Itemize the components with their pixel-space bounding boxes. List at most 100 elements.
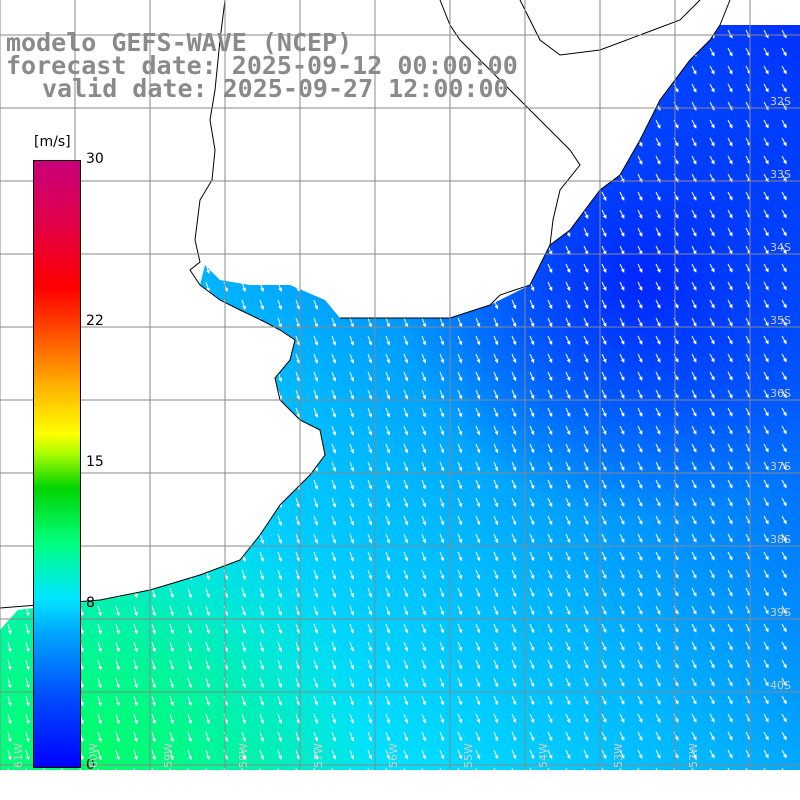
wind-arrow xyxy=(655,479,661,489)
wind-arrow xyxy=(367,227,373,238)
wind-arrow xyxy=(313,317,319,328)
wind-arrow xyxy=(763,371,769,381)
wind-arrow xyxy=(349,407,355,418)
wind-arrow xyxy=(403,101,409,112)
wind-arrow xyxy=(745,281,751,291)
wind-arrow xyxy=(367,191,373,202)
wind-arrow xyxy=(745,263,751,273)
wind-arrow xyxy=(781,245,787,255)
wind-arrow xyxy=(709,407,715,417)
wind-arrow xyxy=(529,83,535,94)
wind-arrow xyxy=(439,371,445,382)
wind-arrow xyxy=(529,461,535,472)
wind-arrow xyxy=(169,497,174,509)
wind-arrow xyxy=(97,479,102,491)
wind-arrow xyxy=(187,155,192,167)
wind-arrow xyxy=(259,623,264,634)
wind-arrow xyxy=(187,389,192,401)
wind-arrow xyxy=(475,353,481,364)
wind-arrow xyxy=(349,371,355,382)
wind-arrow xyxy=(421,29,427,40)
wind-arrow xyxy=(205,155,210,167)
wind-arrow xyxy=(781,281,787,291)
wind-arrow xyxy=(709,299,715,309)
wind-arrow xyxy=(619,353,625,363)
wind-arrow xyxy=(493,461,499,472)
wind-arrow xyxy=(763,623,769,633)
wind-arrow xyxy=(637,353,643,363)
latitude-label: 40S xyxy=(770,679,791,692)
wind-arrow xyxy=(43,119,48,131)
wind-arrow xyxy=(547,65,553,76)
wind-arrow xyxy=(655,245,661,255)
wind-arrow xyxy=(421,101,427,112)
wind-arrow xyxy=(205,281,210,293)
wind-arrow xyxy=(223,173,228,185)
wind-arrow xyxy=(187,137,192,149)
wind-arrow xyxy=(583,119,589,130)
wind-arrow xyxy=(115,515,120,527)
wind-arrow xyxy=(97,191,102,203)
wind-arrow xyxy=(745,389,751,399)
wind-arrow xyxy=(511,101,517,112)
wind-arrow xyxy=(7,569,12,581)
wind-arrow xyxy=(313,101,319,112)
wind-arrow xyxy=(259,371,264,382)
wind-arrow xyxy=(151,569,156,581)
wind-arrow xyxy=(313,209,319,220)
wind-arrow xyxy=(169,209,174,221)
wind-arrow xyxy=(547,137,553,148)
wind-arrow xyxy=(691,317,697,327)
wind-arrow xyxy=(349,191,355,202)
wind-arrow xyxy=(241,497,246,509)
wind-arrow xyxy=(187,371,192,383)
wind-arrow xyxy=(547,29,553,40)
wind-arrow xyxy=(727,569,733,579)
wind-arrow xyxy=(367,119,373,130)
wind-arrow xyxy=(313,443,319,454)
wind-arrow xyxy=(547,101,553,112)
wind-arrow xyxy=(511,605,517,616)
wind-arrow xyxy=(349,641,355,652)
wind-arrow xyxy=(709,227,715,237)
wind-arrow xyxy=(601,587,607,598)
wind-arrow xyxy=(25,209,30,221)
wind-arrow xyxy=(457,461,463,472)
wind-arrow xyxy=(313,407,319,418)
latitude-label: 39S xyxy=(770,606,791,619)
wind-arrow xyxy=(511,335,517,346)
colorbar-tick-label: 30 xyxy=(86,151,104,167)
wind-arrow xyxy=(403,209,409,220)
wind-arrow xyxy=(295,515,301,526)
wind-arrow xyxy=(313,173,319,184)
wind-arrow xyxy=(331,137,337,148)
wind-arrow xyxy=(781,443,787,453)
wind-arrow xyxy=(457,551,463,562)
wind-arrow xyxy=(295,119,301,130)
wind-arrow xyxy=(691,101,697,111)
wind-arrow xyxy=(781,569,787,579)
wind-arrow xyxy=(421,461,427,472)
longitude-label: 52W xyxy=(687,743,700,768)
wind-arrow xyxy=(205,533,210,545)
wind-arrow xyxy=(187,227,192,239)
wind-arrow xyxy=(619,371,625,381)
wind-arrow xyxy=(151,119,156,131)
wind-arrow xyxy=(169,551,174,563)
wind-arrow xyxy=(493,155,499,166)
wind-arrow xyxy=(511,281,517,292)
wind-arrow xyxy=(25,623,30,635)
wind-arrow xyxy=(529,587,535,598)
wind-arrow xyxy=(709,155,715,165)
wind-arrow xyxy=(187,407,192,419)
wind-arrow xyxy=(727,65,733,75)
wind-arrow xyxy=(655,29,661,39)
wind-arrow xyxy=(421,515,427,526)
wind-arrow xyxy=(403,317,409,328)
wind-arrow xyxy=(115,479,120,491)
wind-arrow xyxy=(331,263,337,274)
wind-arrow xyxy=(223,497,228,509)
wind-arrow xyxy=(547,605,553,616)
